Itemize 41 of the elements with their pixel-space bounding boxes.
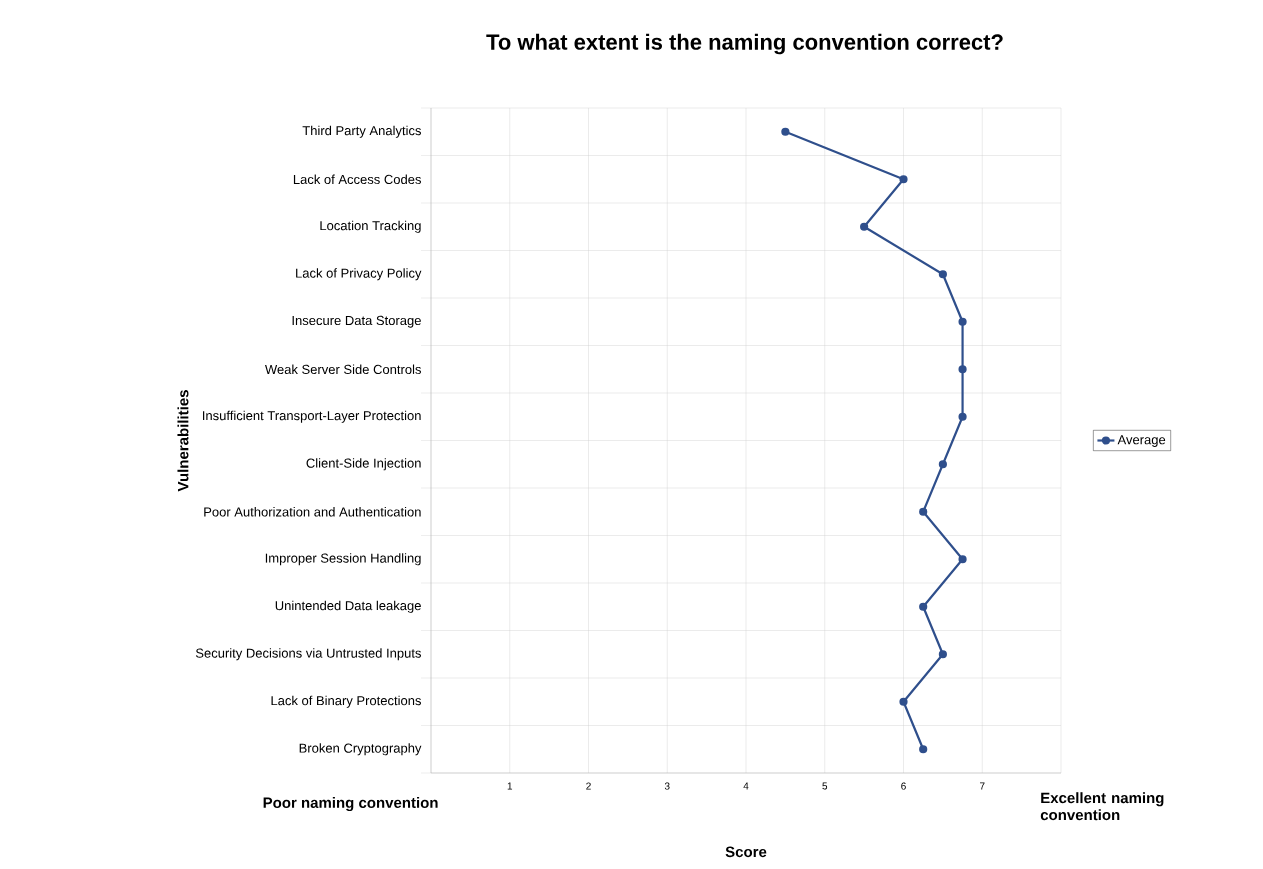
y-tick-label: Location Tracking [320, 220, 421, 233]
point [958, 317, 967, 326]
y-tick-label: Security Decisions via Untrusted Inputs [195, 648, 421, 661]
point [938, 460, 947, 469]
point [860, 222, 869, 231]
y-axis-title: Vulnerabilities [177, 390, 189, 492]
chart-title: To what extent is the naming convention correct? [486, 33, 1003, 55]
y-tick-label: Lack of Privacy Policy [296, 268, 422, 281]
legend-label: Average [1117, 435, 1166, 447]
text: Excellent naming convention [1040, 792, 1164, 821]
y-tick-label: Insecure Data Storage [292, 315, 421, 328]
y-tick-label: Unintended Data leakage [275, 600, 421, 613]
x-tick-label: 5 [822, 782, 828, 790]
point [919, 745, 928, 754]
point [919, 507, 928, 516]
y-tick-label: Client-Side Injection [306, 458, 421, 471]
x-tick-label: 7 [979, 782, 985, 790]
text: Poor naming convention [263, 796, 438, 812]
x-tick-label: 6 [901, 782, 906, 790]
point [958, 555, 967, 564]
y-tick-label: Lack of Access Codes [293, 174, 421, 185]
y-tick-label: Third Party Analytics [302, 125, 421, 138]
x-axis-title: Score [725, 846, 767, 858]
y-tick-label: Weak Server Side Controls [265, 364, 421, 375]
y-tick-label: Poor Authorization and Authentication [204, 506, 421, 517]
point [781, 127, 790, 136]
y-tick-label: Broken Cryptography [299, 743, 422, 756]
y-tick-label: Lack of Binary Protections [271, 695, 421, 708]
x-tick-label: 3 [664, 782, 670, 790]
point [919, 602, 928, 611]
point [958, 412, 967, 421]
point [938, 270, 947, 279]
point [899, 175, 908, 184]
point [938, 650, 947, 659]
x-tick-label: 4 [743, 782, 749, 790]
y-tick-label: Improper Session Handling [265, 553, 421, 566]
point [958, 365, 967, 374]
x-tick-label: 1 [507, 782, 513, 790]
x-tick-label: 2 [586, 782, 591, 790]
y-tick-label: Insufficient Transport-Layer Protection [203, 410, 421, 423]
point [899, 697, 908, 706]
